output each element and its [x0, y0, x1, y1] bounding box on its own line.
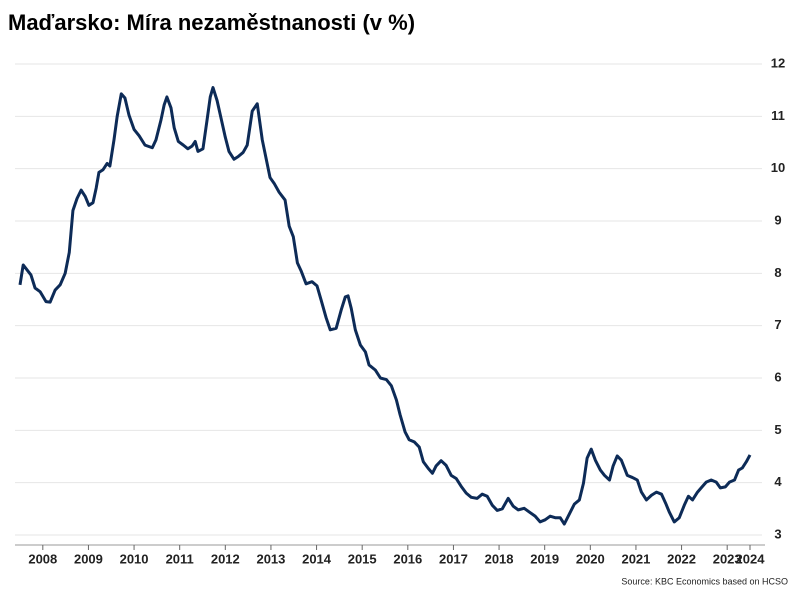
y-tick-label: 10 — [771, 160, 785, 175]
y-tick-label: 11 — [771, 108, 785, 123]
x-tick-label: 2010 — [120, 551, 149, 566]
x-tick-label: 2024 — [736, 551, 766, 566]
y-tick-label: 5 — [774, 422, 781, 437]
x-tick-label: 2015 — [348, 551, 377, 566]
x-tick-label: 2022 — [667, 551, 696, 566]
y-tick-label: 6 — [774, 369, 781, 384]
x-tick-label: 2021 — [621, 551, 650, 566]
x-tick-label: 2019 — [530, 551, 559, 566]
x-tick-label: 2014 — [302, 551, 332, 566]
x-tick-label: 2008 — [28, 551, 57, 566]
x-tick-label: 2018 — [485, 551, 514, 566]
y-tick-label: 9 — [774, 212, 781, 227]
x-tick-label: 2012 — [211, 551, 240, 566]
y-tick-label: 12 — [771, 55, 785, 70]
chart-title: Maďarsko: Míra nezaměstnanosti (v %) — [8, 10, 415, 35]
data-line — [18, 86, 752, 526]
x-tick-label: 2017 — [439, 551, 468, 566]
x-tick-label: 2009 — [74, 551, 103, 566]
y-tick-label: 3 — [774, 526, 781, 541]
x-tick-label: 2016 — [393, 551, 422, 566]
y-tick-label: 7 — [774, 317, 781, 332]
x-tick-label: 2013 — [256, 551, 285, 566]
x-tick-label: 2020 — [576, 551, 605, 566]
x-tick-label: 2023 — [713, 551, 742, 566]
y-tick-label: 4 — [774, 474, 782, 489]
x-tick-label: 2011 — [166, 551, 194, 566]
source-note: Source: KBC Economics based on HCSO — [621, 576, 788, 586]
y-tick-label: 8 — [774, 265, 781, 280]
